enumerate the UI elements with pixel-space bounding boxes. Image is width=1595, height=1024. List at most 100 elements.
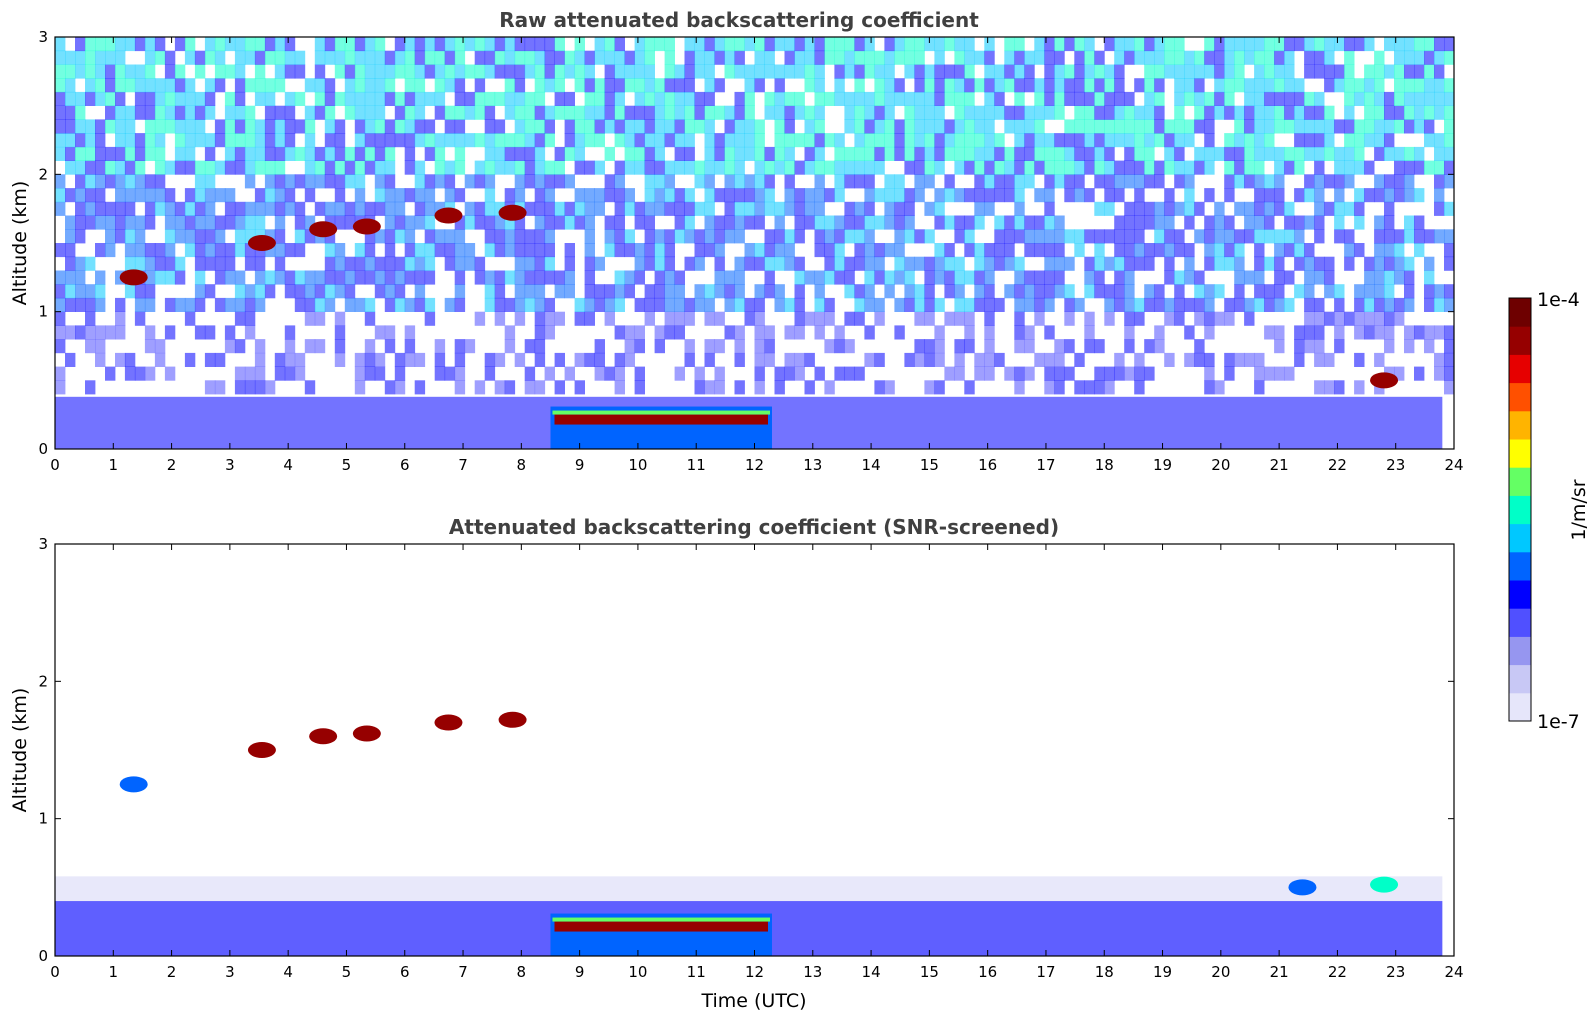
- noise-cell: [914, 50, 925, 65]
- noise-cell: [784, 188, 795, 203]
- noise-cell: [794, 50, 805, 65]
- noise-cell: [1054, 50, 1065, 65]
- noise-cell: [844, 91, 855, 106]
- noise-cell: [544, 50, 555, 65]
- noise-cell: [1054, 133, 1065, 148]
- noise-cell: [1124, 119, 1135, 134]
- noise-cell: [1254, 37, 1265, 52]
- noise-cell: [164, 78, 176, 93]
- noise-cell: [65, 215, 76, 230]
- noise-cell: [524, 297, 536, 312]
- noise-cell: [65, 78, 76, 93]
- noise-cell: [914, 339, 925, 354]
- noise-cell: [904, 270, 915, 285]
- noise-cell: [954, 311, 965, 326]
- noise-cell: [514, 229, 526, 244]
- noise-cell: [924, 270, 935, 285]
- noise-cell: [404, 105, 416, 120]
- noise-cell: [484, 284, 496, 299]
- noise-cell: [614, 201, 625, 216]
- noise-cell: [354, 270, 366, 285]
- noise-cell: [874, 133, 885, 148]
- noise-cell: [284, 243, 296, 258]
- noise-cell: [274, 188, 286, 203]
- noise-cell: [784, 256, 795, 271]
- noise-cell: [444, 256, 456, 271]
- noise-cell: [954, 119, 965, 134]
- noise-cell: [65, 119, 76, 134]
- noise-cell: [55, 119, 66, 134]
- noise-cell: [514, 174, 526, 189]
- noise-cell: [334, 215, 346, 230]
- x-tick-label: 19: [1153, 963, 1172, 981]
- noise-cell: [454, 243, 466, 258]
- noise-cell: [454, 284, 466, 299]
- noise-cell: [1054, 380, 1065, 395]
- noise-cell: [734, 215, 745, 230]
- noise-cell: [1294, 215, 1305, 230]
- noise-cell: [294, 146, 306, 161]
- noise-cell: [394, 50, 406, 65]
- noise-cell: [1164, 146, 1175, 161]
- noise-cell: [204, 160, 216, 175]
- noise-cell: [1094, 284, 1105, 299]
- noise-cell: [974, 160, 985, 175]
- noise-cell: [504, 270, 516, 285]
- noise-cell: [784, 366, 795, 381]
- noise-cell: [844, 339, 855, 354]
- noise-cell: [1014, 119, 1025, 134]
- noise-cell: [484, 352, 496, 367]
- noise-cell: [1304, 188, 1315, 203]
- noise-cell: [1234, 50, 1245, 65]
- noise-cell: [264, 78, 276, 93]
- noise-cell: [1104, 284, 1115, 299]
- noise-cell: [634, 201, 645, 216]
- noise-cell: [304, 380, 316, 395]
- noise-cell: [424, 215, 436, 230]
- noise-cell: [105, 146, 116, 161]
- noise-cell: [754, 352, 765, 367]
- noise-cell: [594, 160, 605, 175]
- noise-cell: [364, 50, 376, 65]
- noise-cell: [984, 188, 995, 203]
- noise-cell: [1064, 37, 1075, 52]
- noise-cell: [1144, 201, 1155, 216]
- noise-cell: [654, 284, 665, 299]
- noise-cell: [1274, 270, 1285, 285]
- noise-cell: [1384, 243, 1395, 258]
- noise-cell: [714, 105, 725, 120]
- noise-cell: [574, 119, 585, 134]
- noise-cell: [854, 215, 865, 230]
- noise-cell: [394, 380, 406, 395]
- noise-cell: [154, 119, 166, 134]
- noise-cell: [954, 256, 965, 271]
- noise-cell: [264, 91, 276, 106]
- noise-cell: [494, 64, 506, 79]
- noise-cell: [1364, 105, 1375, 120]
- noise-cell: [1254, 160, 1265, 175]
- noise-cell: [55, 325, 66, 340]
- noise-cell: [504, 188, 516, 203]
- noise-cell: [664, 160, 675, 175]
- noise-cell: [1374, 174, 1385, 189]
- noise-cell: [874, 78, 885, 93]
- noise-cell: [1034, 160, 1045, 175]
- noise-cell: [894, 91, 905, 106]
- noise-cell: [704, 174, 715, 189]
- noise-cell: [394, 91, 406, 106]
- noise-cell: [624, 325, 635, 340]
- noise-cell: [664, 284, 675, 299]
- noise-cell: [1184, 78, 1195, 93]
- noise-cell: [424, 91, 436, 106]
- noise-cell: [1384, 325, 1395, 340]
- noise-cell: [454, 50, 466, 65]
- noise-cell: [684, 37, 695, 52]
- noise-cell: [1394, 174, 1405, 189]
- noise-cell: [144, 188, 156, 203]
- y-tick-label: 1: [38, 303, 48, 321]
- noise-cell: [115, 119, 126, 134]
- noise-cell: [544, 105, 555, 120]
- noise-cell: [134, 64, 146, 79]
- noise-cell: [774, 105, 785, 120]
- noise-cell: [1084, 160, 1095, 175]
